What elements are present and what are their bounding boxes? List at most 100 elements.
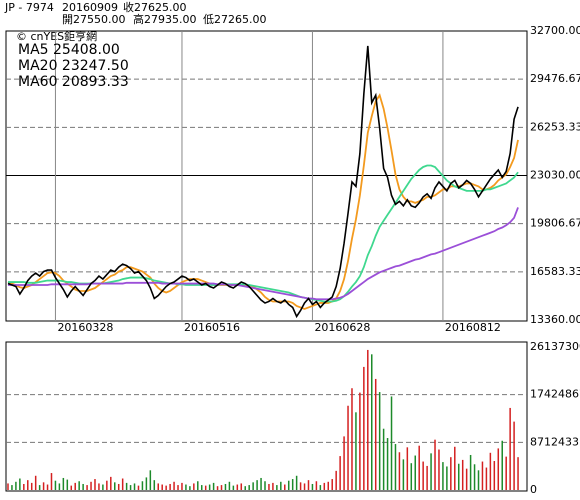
volume-bar	[114, 482, 116, 490]
volume-bar	[414, 455, 416, 490]
volume-bar	[220, 485, 223, 490]
volume-bar	[390, 396, 393, 490]
volume-bar	[102, 484, 104, 490]
y-tick-label: 0	[530, 483, 537, 496]
volume-bar	[78, 481, 80, 490]
volume-bar	[303, 483, 306, 490]
low: 低27265.00	[203, 13, 267, 26]
volume-bar	[256, 480, 258, 490]
volume-bar	[189, 486, 191, 490]
volume-bar	[394, 444, 397, 490]
volume-bar	[216, 486, 219, 490]
volume-bar	[517, 457, 519, 490]
volume-bar	[149, 470, 152, 490]
volume-bar	[157, 483, 159, 490]
volume-bar	[23, 483, 25, 490]
volume-bar	[473, 464, 476, 490]
volume-bar	[27, 480, 29, 490]
volume-bar	[489, 452, 492, 490]
legend-entry: MA20 23247.50	[18, 58, 129, 74]
y-tick-label: 32700.00	[530, 24, 580, 37]
volume-bar	[299, 482, 302, 490]
volume-bar	[295, 475, 298, 490]
volume-bar	[212, 482, 215, 490]
volume-bar	[58, 483, 61, 490]
volume-bar	[477, 470, 480, 490]
volume-bar	[46, 484, 49, 490]
volume-bar	[280, 481, 282, 490]
volume-bar	[311, 483, 314, 490]
volume-bar	[232, 485, 235, 490]
volume-bar	[34, 475, 37, 490]
volume-bar	[465, 468, 468, 490]
volume-bar	[145, 477, 148, 490]
volume-bar	[485, 467, 488, 490]
volume-bar	[185, 484, 187, 490]
volume-bar	[248, 485, 250, 490]
volume-bar	[497, 448, 500, 490]
volume-bar	[339, 456, 341, 490]
volume-bar	[62, 477, 65, 490]
volume-bar	[454, 446, 456, 490]
volume-bar	[327, 481, 330, 490]
volume-bar	[228, 481, 231, 490]
volume-bar	[177, 485, 179, 490]
volume-bar	[469, 454, 472, 490]
volume-bar	[355, 412, 357, 490]
volume-bar	[200, 485, 203, 490]
volume-bar	[434, 439, 436, 490]
y-tick-label: 23030.00	[530, 169, 580, 182]
volume-bar	[371, 354, 373, 490]
volume-bar	[133, 483, 136, 490]
volume-bar	[315, 481, 318, 490]
x-tick-label: 20160812	[445, 321, 501, 334]
volume-bar	[501, 440, 503, 490]
volume-bar	[505, 456, 507, 490]
volume-bar	[125, 482, 128, 490]
y-tick-label: 16583.33	[530, 265, 580, 278]
volume-bar	[50, 473, 53, 490]
volume-bar	[141, 481, 144, 490]
volume-bar	[418, 445, 420, 490]
volume-bar	[406, 447, 409, 490]
volume-bar	[11, 485, 13, 490]
volume-bar	[165, 485, 167, 490]
y-tick-label: 26253.33	[530, 120, 580, 133]
volume-bar	[513, 421, 515, 490]
volume-bar	[481, 461, 484, 490]
volume-bar	[153, 480, 156, 490]
volume-bar	[272, 482, 274, 490]
volume-bar	[82, 483, 84, 490]
volume-bar	[378, 392, 381, 490]
x-tick-label: 20160628	[314, 321, 370, 334]
volume-bar	[287, 480, 290, 490]
volume-bar	[173, 481, 175, 490]
volume-bar	[161, 484, 163, 490]
symbol: JP - 7974	[4, 1, 54, 14]
volume-bar	[208, 484, 211, 490]
volume-bar	[74, 482, 76, 490]
volume-bar	[244, 486, 246, 490]
volume-bar	[382, 428, 385, 490]
volume-bar	[331, 479, 333, 490]
volume-bar	[291, 479, 294, 490]
volume-bar	[169, 483, 171, 490]
y-tick-label: 13360.00	[530, 313, 580, 326]
volume-bar	[374, 378, 377, 490]
volume-bar	[240, 483, 243, 490]
date: 20160909	[62, 1, 118, 14]
volume-bar	[276, 485, 278, 490]
volume-bar	[442, 462, 444, 490]
volume-bar	[181, 482, 183, 490]
volume-bar	[347, 405, 349, 490]
volume-bar	[359, 392, 361, 490]
volume-bar	[137, 485, 140, 490]
open: 開27550.00	[62, 13, 126, 26]
volume-bar	[363, 366, 365, 490]
volume-bar	[38, 485, 41, 490]
volume-bar	[493, 461, 496, 490]
y-tick-label: 29476.67	[530, 72, 580, 85]
volume-bar	[450, 457, 452, 490]
